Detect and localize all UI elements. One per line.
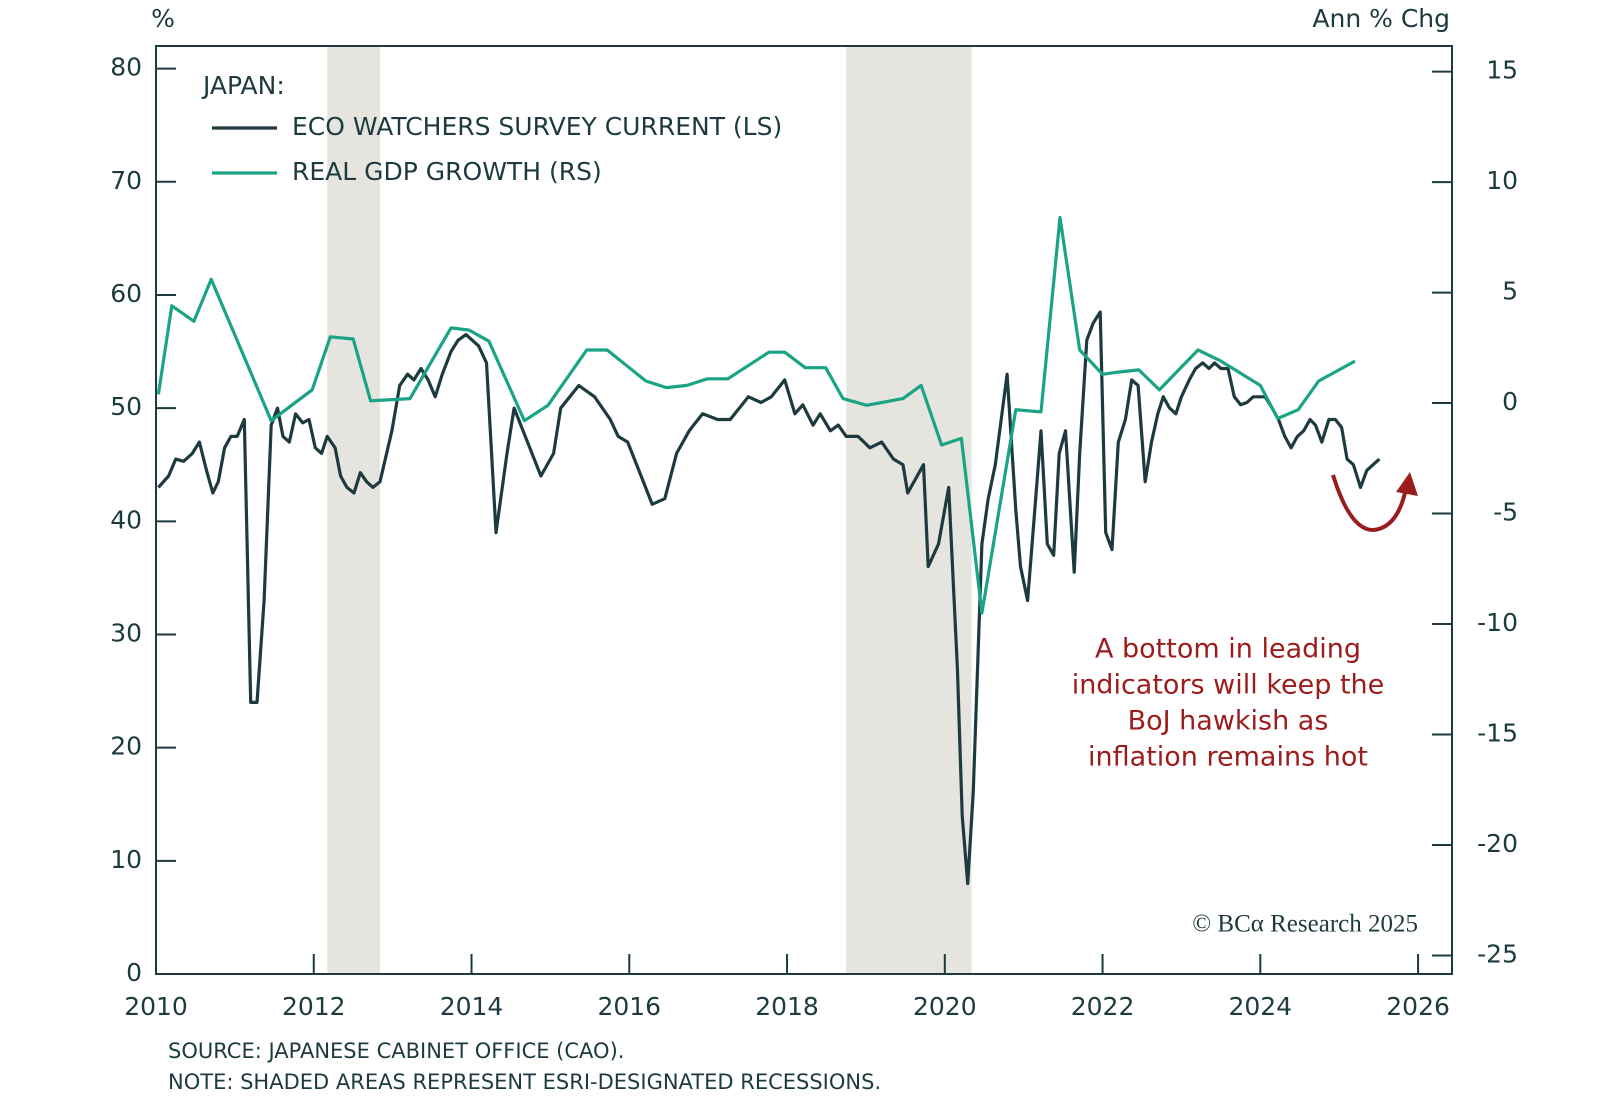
note: NOTE: SHADED AREAS REPRESENT ESRI-DESIGN… — [168, 1070, 881, 1094]
annotation: indicators will keep the — [1072, 670, 1385, 701]
y2-tick-label: -10 — [1477, 608, 1518, 637]
annotation: BoJ hawkish as — [1128, 706, 1329, 737]
recession-shading — [846, 46, 972, 974]
y2-tick-label: -20 — [1477, 829, 1518, 858]
x-tick-label: 2012 — [282, 992, 346, 1021]
legend-title: JAPAN: — [201, 71, 285, 100]
annotation-arrowhead — [1396, 472, 1418, 496]
y2-axis-label: Ann % Chg — [1312, 4, 1450, 33]
x-tick-label: 2020 — [913, 992, 977, 1021]
x-tick-label: 2010 — [124, 992, 188, 1021]
x-tick-label: 2024 — [1229, 992, 1293, 1021]
data-line — [157, 310, 1381, 886]
y-tick-label: 0 — [126, 958, 142, 987]
annotation-arrow — [1331, 474, 1408, 533]
y-tick-label: 30 — [110, 618, 142, 647]
y-tick-label: 40 — [110, 505, 142, 534]
y-tick-label: 60 — [110, 279, 142, 308]
x-tick-label: 2018 — [755, 992, 819, 1021]
y-tick-label: 70 — [110, 166, 142, 195]
y2-tick-label: -5 — [1493, 498, 1518, 527]
legend-label: ECO WATCHERS SURVEY CURRENT (LS) — [292, 112, 782, 141]
recession-shading — [327, 46, 381, 974]
x-tick-label: 2026 — [1386, 992, 1450, 1021]
x-tick-label: 2014 — [440, 992, 504, 1021]
annotation: A bottom in leading — [1095, 634, 1361, 665]
y-axis-label: % — [151, 4, 175, 33]
source: SOURCE: JAPANESE CABINET OFFICE (CAO). — [168, 1039, 624, 1063]
plot-frame — [155, 45, 1453, 975]
legend-label: REAL GDP GROWTH (RS) — [292, 157, 602, 186]
y-tick-label: 20 — [110, 732, 142, 761]
y2-tick-label: 10 — [1486, 166, 1518, 195]
y-tick-label: 10 — [110, 845, 142, 874]
y-tick-label: 80 — [110, 53, 142, 82]
annotation: inflation remains hot — [1088, 742, 1368, 773]
y-tick-label: 50 — [110, 392, 142, 421]
y2-tick-label: 0 — [1502, 387, 1518, 416]
x-tick-label: 2022 — [1071, 992, 1135, 1021]
y2-tick-label: 5 — [1502, 277, 1518, 306]
y2-tick-label: -15 — [1477, 718, 1518, 747]
data-line — [156, 215, 1356, 615]
y2-tick-label: 15 — [1486, 56, 1518, 85]
copyright: © BCα Research 2025 — [1192, 911, 1418, 938]
y2-tick-label: -25 — [1477, 939, 1518, 968]
x-tick-label: 2016 — [597, 992, 661, 1021]
